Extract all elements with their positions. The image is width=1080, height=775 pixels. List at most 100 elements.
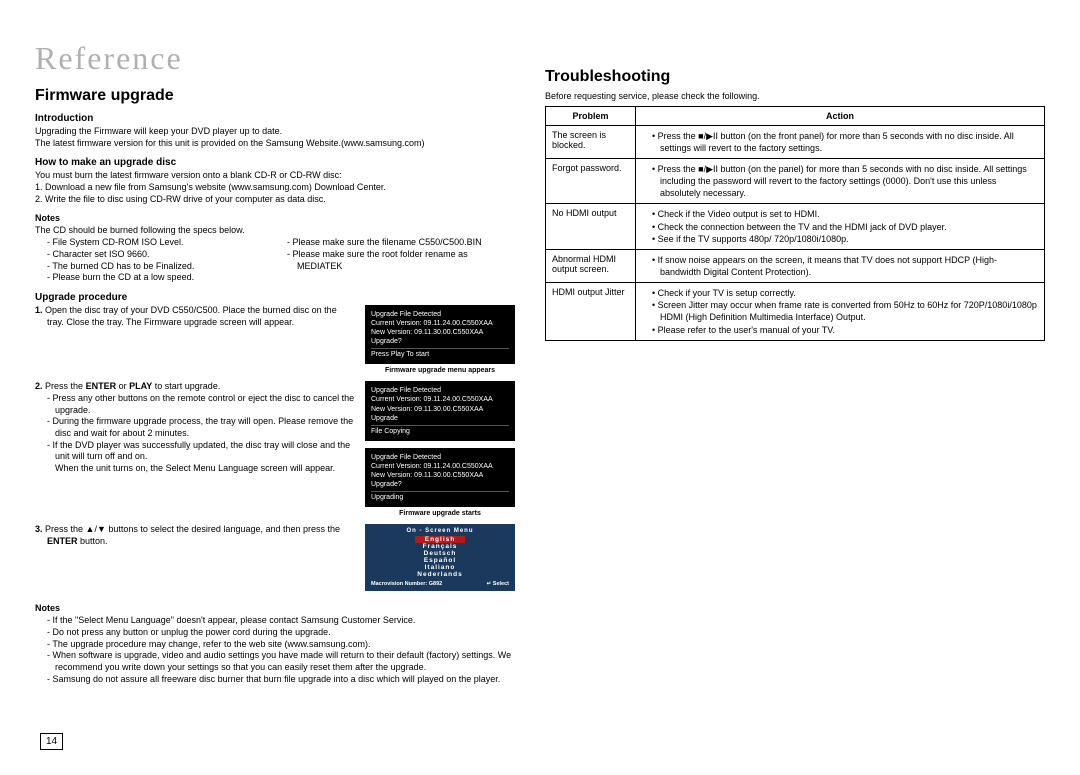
lang-item: Français (365, 543, 515, 550)
screen-line: Upgrade File Detected (371, 386, 509, 395)
action-cell: If snow noise appears on the screen, it … (636, 249, 1045, 282)
notes-two-col: File System CD-ROM ISO Level. Character … (35, 237, 515, 284)
step-bullet: If the DVD player was successfully updat… (47, 440, 355, 475)
screen-caption: Firmware upgrade starts (365, 510, 515, 517)
step-text: Press the (45, 381, 86, 391)
step-number: 3. (35, 524, 43, 534)
step-text: to start upgrade. (152, 381, 220, 391)
step-text: Write the file to disc using CD-RW drive… (45, 194, 326, 204)
action-item: Please refer to the user's manual of you… (652, 324, 1038, 336)
screen-footer-left: Macrovision Number: G892 (371, 581, 442, 587)
action-cell: Check if your TV is setup correctly. Scr… (636, 283, 1045, 341)
screen-line: Upgrade File Detected (371, 453, 509, 462)
screen-line: Upgrade? (371, 337, 509, 346)
screen-line: New Version: 09.11.30.00.C550XAA (371, 328, 509, 337)
notes-item: Samsung do not assure all freeware disc … (47, 674, 515, 686)
screen-title: On - Screen Menu (365, 528, 515, 534)
problem-cell: No HDMI output (546, 204, 636, 249)
problem-cell: Forgot password. (546, 158, 636, 203)
step-text: Press the ▲/▼ buttons to select the desi… (45, 524, 340, 534)
step-bullet: During the firmware upgrade process, the… (47, 416, 355, 439)
procedure-step2-row: 2. Press the ENTER or PLAY to start upgr… (35, 381, 515, 517)
notes-item: Please burn the CD at a low speed. (47, 272, 275, 284)
screen-line: Upgrade File Detected (371, 310, 509, 319)
lang-item: Español (365, 557, 515, 564)
firmware-screen-1: Upgrade File Detected Current Version: 0… (365, 305, 515, 364)
action-item: Screen Jitter may occur when frame rate … (652, 299, 1038, 323)
lang-item: Nederlands (365, 571, 515, 578)
bullet-text: When the unit turns on, the Select Menu … (55, 463, 335, 473)
table-row: Forgot password. Press the ■/▶II button … (546, 158, 1045, 203)
lang-item-selected: English (415, 536, 465, 543)
firmware-screen-2a: Upgrade File Detected Current Version: 0… (365, 381, 515, 440)
notes-item: If the "Select Menu Language" doesn't ap… (47, 615, 515, 627)
howto-intro: You must burn the latest firmware versio… (35, 170, 515, 182)
action-cell: Check if the Video output is set to HDMI… (636, 204, 1045, 249)
troubleshooting-intro: Before requesting service, please check … (545, 91, 1045, 103)
table-header-problem: Problem (546, 106, 636, 125)
notes-item: The upgrade procedure may change, refer … (47, 639, 515, 651)
screen-line: Current Version: 09.11.24.00.C550XAA (371, 395, 509, 404)
language-menu-screen: On - Screen Menu English Français Deutsc… (365, 524, 515, 591)
action-item: Check if your TV is setup correctly. (652, 287, 1038, 299)
firmware-screen-2b: Upgrade File Detected Current Version: 0… (365, 448, 515, 507)
notes-item: MEDIATEK (275, 261, 515, 273)
lang-item: Italiano (365, 564, 515, 571)
howto-step2: 2. Write the file to disc using CD-RW dr… (35, 194, 515, 206)
step-bullet: Press any other buttons on the remote co… (47, 393, 355, 416)
notes-item: Do not press any button or unplug the po… (47, 627, 515, 639)
table-row: The screen is blocked. Press the ■/▶II b… (546, 125, 1045, 158)
screen-line: Current Version: 09.11.24.00.C550XAA (371, 462, 509, 471)
notes-item: The burned CD has to be Finalized. (47, 261, 275, 273)
table-row: Abnormal HDMI output screen. If snow noi… (546, 249, 1045, 282)
action-cell: Press the ■/▶II button (on the panel) fo… (636, 158, 1045, 203)
table-row: HDMI output Jitter Check if your TV is s… (546, 283, 1045, 341)
procedure-step3-row: 3. Press the ▲/▼ buttons to select the d… (35, 524, 515, 591)
step-text: button. (78, 536, 108, 546)
notes-item: Character set ISO 9660. (47, 249, 275, 261)
screen-caption: Firmware upgrade menu appears (365, 367, 515, 374)
step-bold: ENTER (86, 381, 117, 391)
notes-item: Please make sure the filename C550/C500.… (287, 237, 515, 249)
screen-line: New Version: 09.11.30.00.C550XAA (371, 471, 509, 480)
right-column: Troubleshooting Before requesting servic… (545, 40, 1045, 685)
troubleshooting-heading: Troubleshooting (545, 68, 1045, 86)
screen-line: Current Version: 09.11.24.00.C550XAA (371, 319, 509, 328)
problem-cell: The screen is blocked. (546, 125, 636, 158)
howto-step1: 1. Download a new file from Samsung's we… (35, 182, 515, 194)
notes-heading: Notes (35, 213, 515, 223)
intro-line1: Upgrading the Firmware will keep your DV… (35, 126, 515, 138)
lang-item: Deutsch (365, 550, 515, 557)
notes-item: File System CD-ROM ISO Level. (47, 237, 275, 249)
step-text: Open the disc tray of your DVD C550/C500… (45, 305, 337, 327)
step-bold: PLAY (129, 381, 152, 391)
notes-item: When software is upgrade, video and audi… (47, 650, 515, 673)
firmware-upgrade-heading: Firmware upgrade (35, 87, 515, 105)
screen-line: New Version: 09.11.30.00.C550XAA (371, 405, 509, 414)
intro-line2: The latest firmware version for this uni… (35, 138, 515, 150)
action-item: Press the ■/▶II button (on the panel) fo… (652, 163, 1038, 199)
step-text: or (116, 381, 129, 391)
step-number: 2. (35, 194, 43, 204)
screen-line: Upgrade (371, 414, 509, 423)
action-item: Check if the Video output is set to HDMI… (652, 208, 1038, 220)
action-item: If snow noise appears on the screen, it … (652, 254, 1038, 278)
left-column: Reference Firmware upgrade Introduction … (35, 40, 515, 685)
procedure-step1-row: 1. Open the disc tray of your DVD C550/C… (35, 305, 515, 374)
table-header-action: Action (636, 106, 1045, 125)
screen-line: Press Play To start (371, 348, 509, 359)
section-title: Reference (35, 40, 515, 77)
screen-figure-group: Upgrade File Detected Current Version: 0… (365, 381, 515, 517)
procedure-notes-heading: Notes (35, 603, 515, 613)
step-bold: ENTER (47, 536, 78, 546)
screen-line: File Copying (371, 425, 509, 436)
screen-footer-right: ↵ Select (487, 581, 509, 587)
problem-cell: HDMI output Jitter (546, 283, 636, 341)
screen-line: Upgrade? (371, 480, 509, 489)
action-item: Check the connection between the TV and … (652, 221, 1038, 233)
step-text: Download a new file from Samsung's websi… (45, 182, 386, 192)
introduction-heading: Introduction (35, 113, 515, 124)
screen-line: Upgrading (371, 491, 509, 502)
screen-figure: Upgrade File Detected Current Version: 0… (365, 305, 515, 374)
action-item: See if the TV supports 480p/ 720p/1080i/… (652, 233, 1038, 245)
